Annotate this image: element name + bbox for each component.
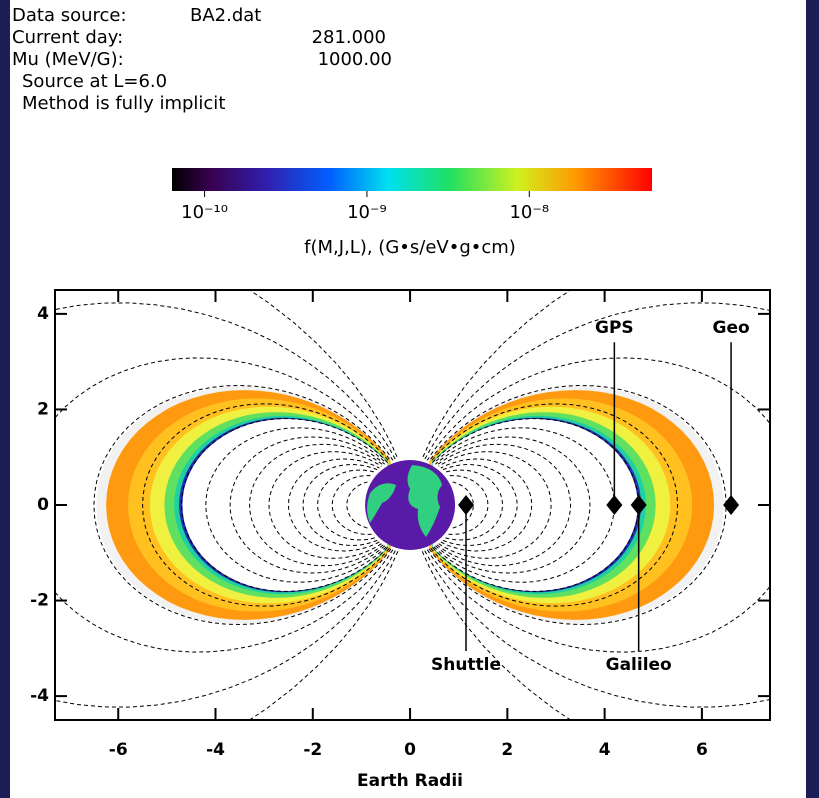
field-key: Current day:: [12, 27, 123, 48]
satellite-label: Shuttle: [431, 655, 501, 675]
colorbar-tick-label: 10⁻⁸: [509, 202, 549, 223]
y-tick-label: 0: [37, 495, 49, 515]
panel: [10, 0, 806, 798]
colorbar-tick-label: 10⁻¹⁰: [181, 202, 228, 223]
note: Source at L=6.0: [22, 71, 167, 92]
satellite-label: GPS: [595, 318, 634, 338]
belt: [182, 419, 387, 591]
y-tick-label: 2: [37, 399, 49, 419]
chart: Data source: BA2.dat Current day: 281.000 Mu…: [0, 0, 819, 798]
y-tick-label: 4: [37, 304, 49, 324]
x-axis-label: Earth Radii: [357, 771, 463, 791]
y-tick-label: -2: [30, 591, 49, 611]
y-tick-label: -4: [30, 686, 49, 706]
note: Method is fully implicit: [22, 93, 225, 114]
colorbar-tick-label: 10⁻⁹: [347, 202, 387, 223]
x-tick-label: 4: [599, 740, 611, 760]
field-value: 281.000: [312, 27, 386, 48]
field-key: Data source:: [12, 5, 127, 26]
field-value: 1000.00: [318, 49, 392, 70]
x-tick-label: -4: [206, 740, 225, 760]
satellite-label: Galileo: [606, 655, 672, 675]
x-tick-label: -6: [109, 740, 128, 760]
x-tick-label: 2: [501, 740, 513, 760]
satellite-label: Geo: [713, 318, 750, 338]
colorbar-label: f(M,J,L), (G•s/eV•g•cm): [304, 237, 516, 258]
field-key: Mu (MeV/G):: [12, 49, 124, 70]
field-value: BA2.dat: [190, 5, 261, 26]
x-tick-label: 0: [404, 740, 416, 760]
colorbar: [172, 168, 652, 191]
x-tick-label: 6: [696, 740, 708, 760]
page: {"header": {"fields": [["Data source:", …: [0, 0, 819, 798]
x-tick-label: -2: [303, 740, 322, 760]
